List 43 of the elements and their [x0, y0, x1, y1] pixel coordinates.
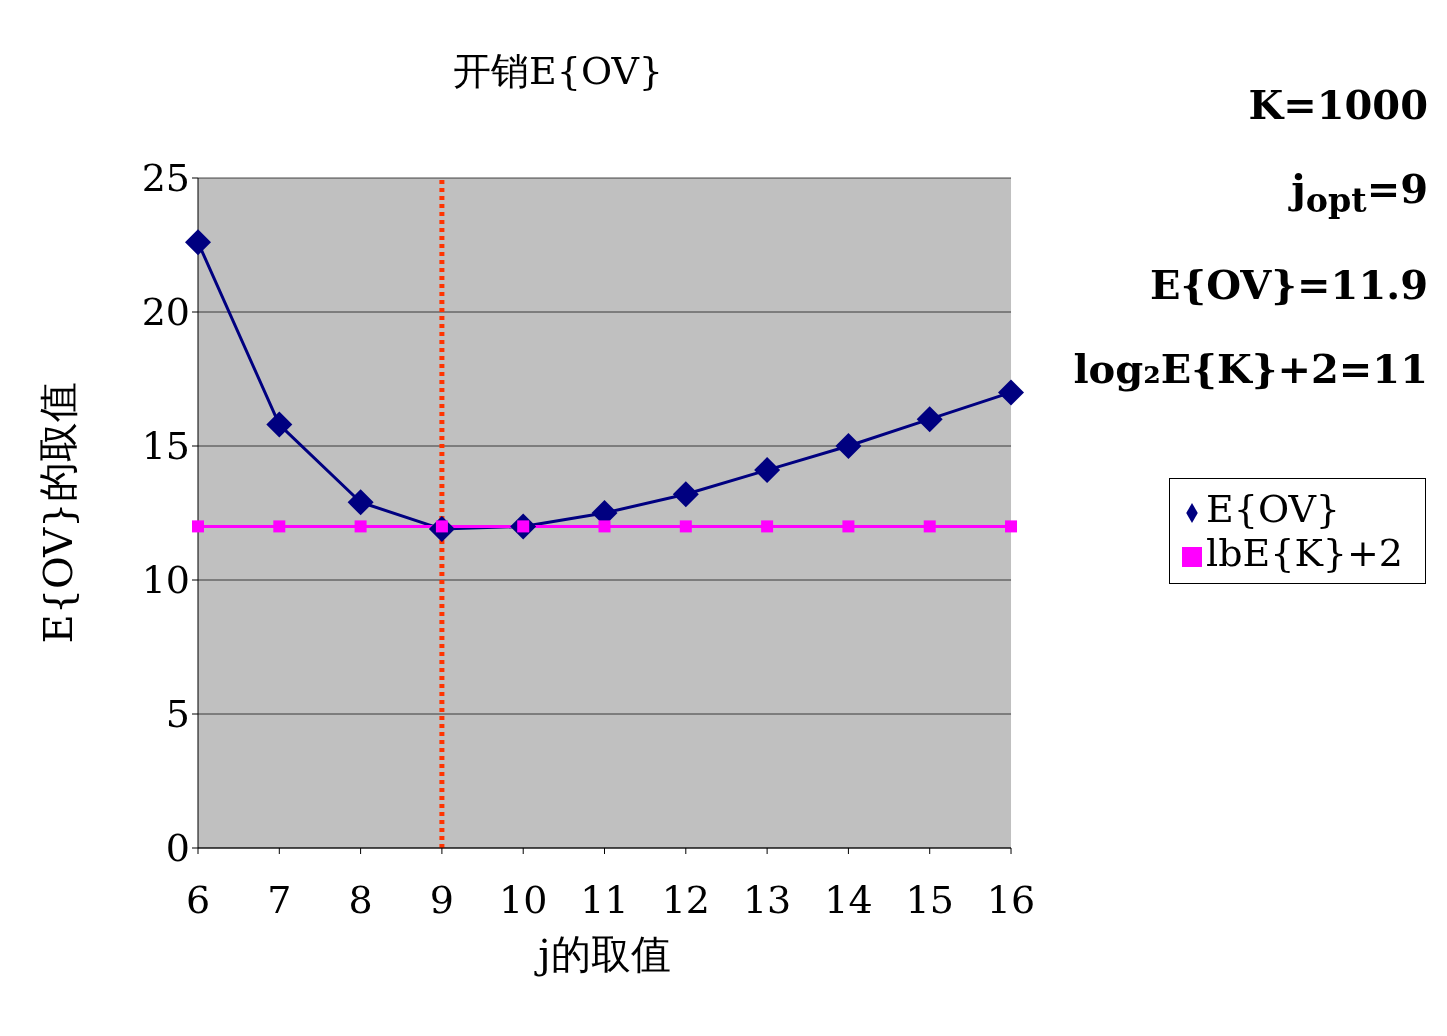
- point: [761, 520, 774, 533]
- x-tick-label: 10: [499, 877, 548, 922]
- y-axis-title: E{OV}的取值: [35, 382, 82, 644]
- x-axis-title: j的取值: [534, 931, 671, 977]
- point: [923, 520, 936, 533]
- point: [754, 457, 781, 484]
- point: [192, 520, 204, 533]
- point: [835, 433, 862, 459]
- point: [916, 406, 943, 433]
- text: E{OV}=11.9: [1148, 260, 1428, 310]
- point: [273, 520, 286, 533]
- point: [185, 229, 211, 256]
- point: [598, 520, 611, 533]
- y-tick-label: 15: [141, 424, 190, 469]
- x-tick-label: 9: [429, 877, 454, 922]
- y-tick-label: 0: [165, 826, 190, 871]
- point: [679, 520, 692, 533]
- point: [266, 411, 293, 438]
- y-tick-label: 5: [165, 692, 190, 737]
- y-tick-label: 20: [141, 290, 190, 335]
- point: [998, 379, 1025, 406]
- point: [354, 520, 367, 533]
- text: log₂E{K}+2=11: [1073, 344, 1428, 394]
- legend-label: E{OV}: [1206, 487, 1341, 531]
- point: [672, 481, 699, 508]
- x-tick-label: 7: [267, 877, 292, 922]
- x-tick-label: 11: [580, 877, 629, 922]
- legend-label: lbE{K}+2: [1206, 531, 1403, 575]
- point: [842, 520, 855, 533]
- x-tick-label: 14: [824, 877, 873, 922]
- x-tick-label: 15: [905, 877, 954, 922]
- x-tick-label: 16: [986, 877, 1036, 922]
- y-tick-label: 25: [141, 156, 190, 201]
- chart-title: 开销E{OV}: [452, 48, 664, 95]
- x-tick-label: 8: [348, 877, 373, 922]
- text: j$_{opt}$=9: [1287, 164, 1428, 222]
- y-tick-label: 10: [141, 558, 190, 603]
- point: [1005, 520, 1018, 533]
- point: [347, 489, 374, 516]
- x-tick-label: 6: [185, 877, 211, 922]
- x-tick-label: 13: [742, 877, 792, 922]
- x-tick-label: 12: [661, 877, 710, 922]
- text: K=1000: [1247, 80, 1428, 130]
